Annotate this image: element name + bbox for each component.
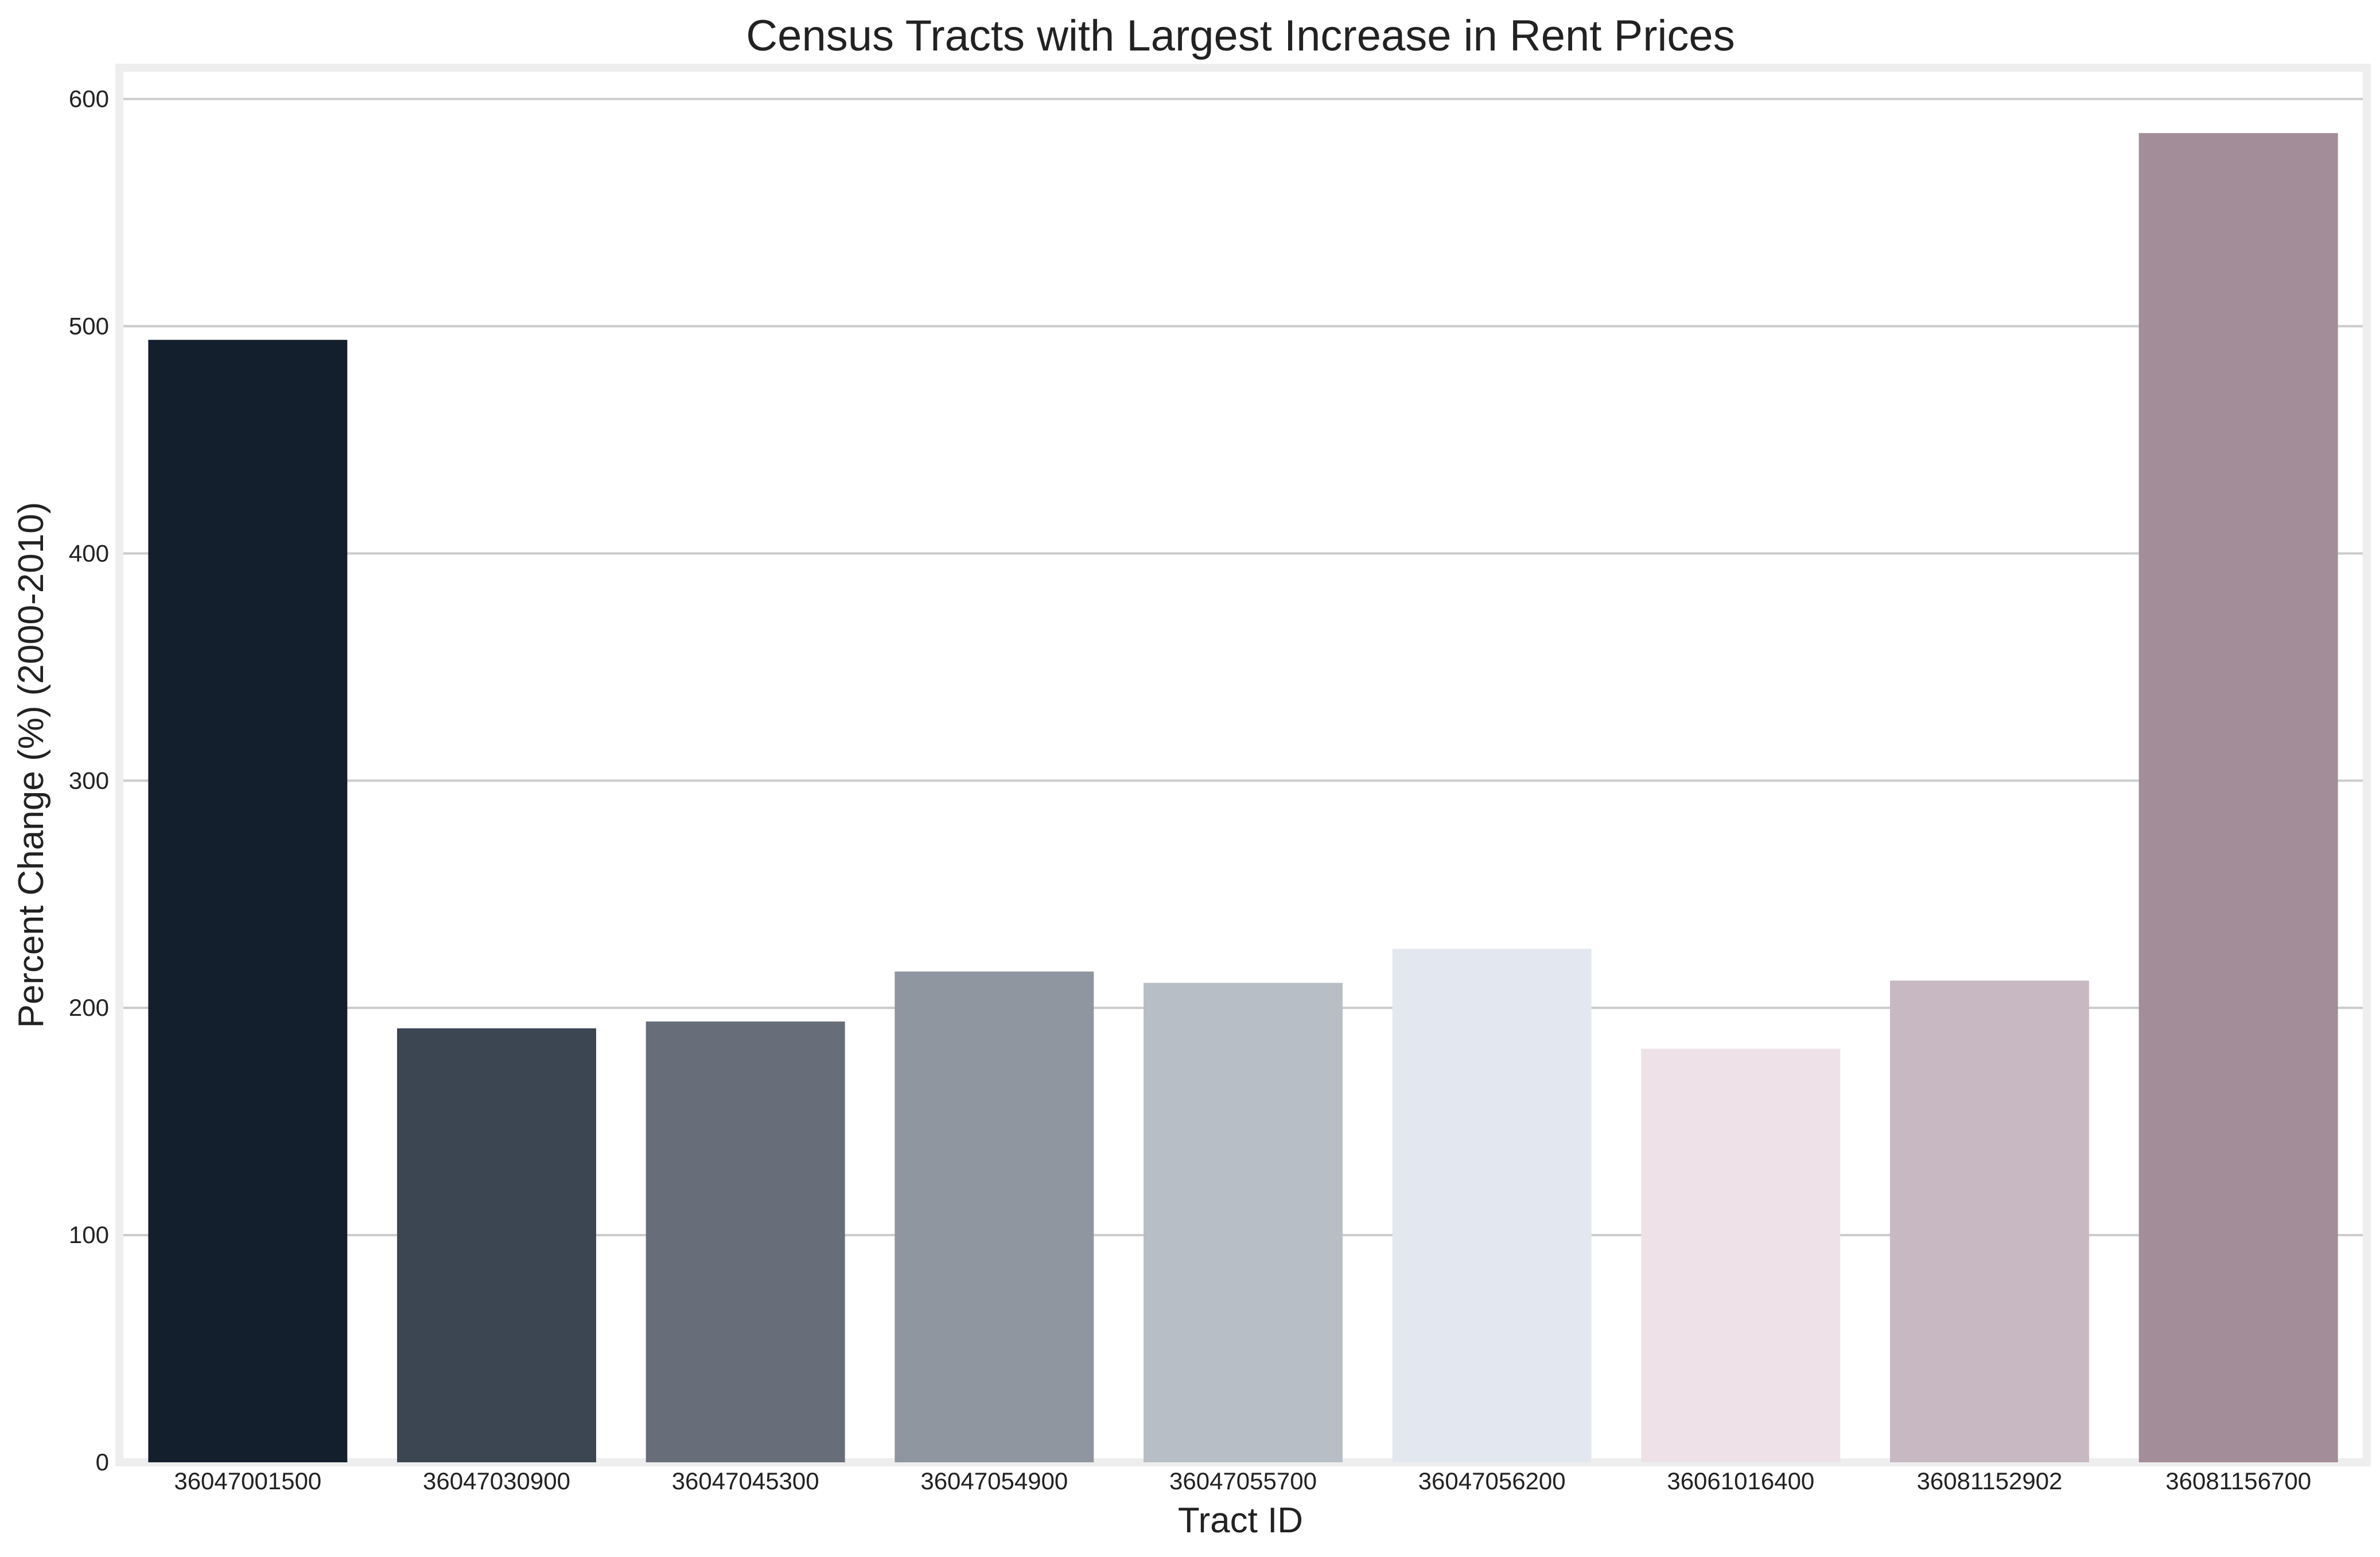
bar: [1641, 1049, 1841, 1462]
bar: [645, 1021, 845, 1462]
bar: [148, 340, 348, 1463]
y-tick-label: 0: [96, 1449, 109, 1476]
x-tick-label: 36047054900: [920, 1467, 1068, 1494]
bar: [2138, 133, 2338, 1463]
bars: [148, 133, 2338, 1463]
y-tick-label: 200: [69, 994, 109, 1021]
y-tick-label: 600: [69, 86, 109, 112]
bar: [1890, 980, 2089, 1462]
y-tick-labels: 0 100 200 300 400 500 600: [69, 86, 109, 1476]
y-tick-label: 500: [69, 312, 109, 339]
x-tick-label: 36047030900: [423, 1467, 570, 1494]
y-tick-label: 100: [69, 1221, 109, 1248]
x-tick-label: 36047045300: [672, 1467, 819, 1494]
bar: [1144, 983, 1343, 1462]
x-tick-label: 36081152902: [1917, 1467, 2063, 1494]
x-axis-label: Tract ID: [1178, 1501, 1303, 1540]
y-tick-label: 400: [69, 539, 109, 566]
x-tick-label: 36047055700: [1169, 1467, 1317, 1494]
x-tick-labels: 36047001500 36047030900 36047045300 3604705…: [174, 1467, 2311, 1494]
y-axis-label: Percent Change (%) (2000-2010): [11, 502, 51, 1028]
bar: [397, 1028, 596, 1462]
x-tick-label: 36047056200: [1418, 1467, 1566, 1494]
chart-title: Census Tracts with Largest Increase in R…: [746, 11, 1735, 60]
x-tick-label: 36081156700: [2165, 1467, 2311, 1494]
x-tick-label: 36047001500: [174, 1467, 321, 1494]
y-tick-label: 300: [69, 767, 109, 794]
bar: [895, 971, 1094, 1462]
bar: [1392, 949, 1592, 1462]
x-tick-label: 36061016400: [1667, 1467, 1814, 1494]
